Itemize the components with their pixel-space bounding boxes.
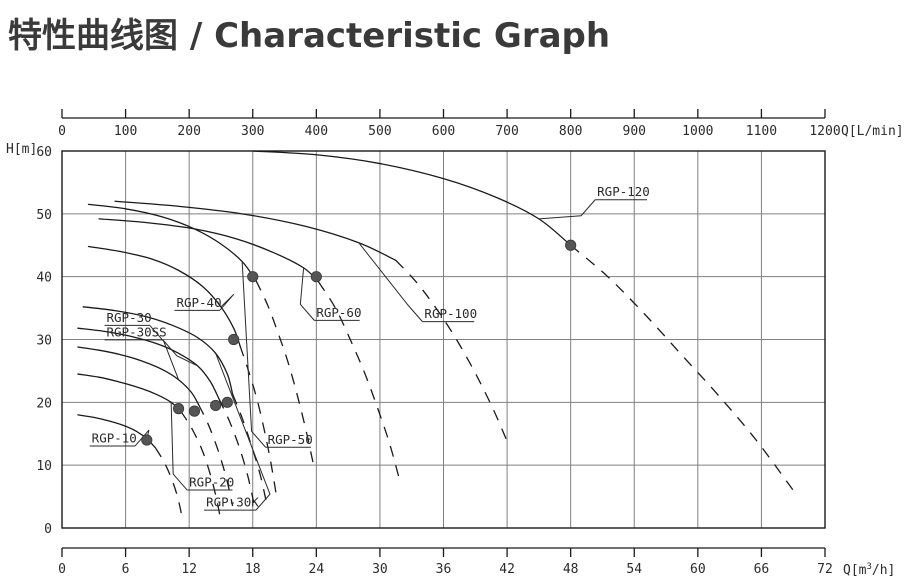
bottom-axis-group: 0 6 12 18 24 30 36 42 48 54 60 66 72 Q[m3/h] [58, 547, 895, 578]
curve-label-rgp-20: RGP-20 [189, 475, 234, 490]
duty-points-group [141, 239, 577, 446]
curve-label-rgp-60: RGP-60 [316, 305, 361, 320]
left-axis-tick-label: 40 [36, 271, 52, 286]
bottom-axis-tick-label: 66 [754, 562, 770, 577]
pump-curve-dashed-rgp-120 [570, 244, 794, 491]
pump-curve-dashed-rgp-100 [395, 259, 510, 447]
top-axis-tick-label: 1200 [809, 124, 840, 139]
pump-curve-dashed-rgp-60 [317, 281, 400, 478]
bottom-axis-tick-label: 18 [245, 562, 261, 577]
curve-leader-line [299, 267, 315, 321]
left-axis-tick-label: 0 [44, 522, 52, 537]
top-axis-tick-label: 0 [58, 124, 66, 139]
top-axis-group: 0 100 200 300 400 500 600 700 800 900 1000 1100 1200… [58, 109, 904, 139]
bottom-axis-tick-label: 60 [690, 562, 706, 577]
top-axis-tick-label: 100 [114, 124, 137, 139]
pump-curve-dashed-rgp-10 [154, 447, 183, 516]
duty-point-rgp-30 [188, 405, 201, 417]
top-axis-tick-label: 500 [368, 124, 391, 139]
bottom-axis-tick-label: 48 [563, 562, 579, 577]
left-axis-tick-label: 20 [36, 396, 52, 411]
duty-point-rgp-20 [172, 403, 185, 415]
left-axis-tick-label: 30 [36, 334, 52, 349]
curve-label-rgp-10: RGP-10 [92, 431, 137, 446]
curve-leader-line [241, 261, 266, 448]
top-axis-tick-label: 300 [241, 124, 264, 139]
top-axis-title: Q[L/min] [841, 124, 904, 139]
pump-curve-dashed-rgp-50 [255, 280, 315, 469]
left-axis-group: 0 10 20 30 40 50 60H[m] [6, 142, 52, 537]
top-axis-tick-label: 1000 [682, 124, 713, 139]
left-axis-tick-label: 60 [36, 145, 52, 160]
curve-label-rgp-40: RGP-40 [176, 295, 221, 310]
bottom-axis-tick-label: 6 [122, 562, 130, 577]
duty-point-rgp-10 [141, 434, 153, 446]
left-axis-tick-label: 10 [36, 459, 52, 474]
bottom-axis-tick-label: 12 [181, 562, 197, 577]
curve-label-rgp-30ss: RGP-30SS [107, 324, 167, 339]
plot-border [61, 150, 826, 529]
pump-curve-rgp-30k [82, 306, 234, 395]
pump-curve-dashed-rgp-30 [198, 404, 234, 507]
curve-leader-line [538, 199, 596, 220]
bottom-axis-tick-label: 30 [372, 562, 388, 577]
pump-curve-rgp-20 [77, 373, 182, 412]
pump-curve-rgp-120 [252, 150, 572, 246]
curve-label-rgp-30k: RGP-30K [206, 495, 259, 510]
plot-frame [61, 150, 826, 529]
pump-curve-rgp-30 [77, 346, 200, 406]
pump-curve-rgp-60 [98, 218, 320, 283]
bottom-axis-tick-label: 72 [817, 562, 833, 577]
bottom-axis-tick-label: 54 [626, 562, 642, 577]
top-axis-tick-label: 200 [177, 124, 200, 139]
curve-leader-line [170, 402, 188, 491]
pump-curve-dashed-rgp-40 [239, 345, 277, 494]
page-title: 特性曲线图 / Characteristic Graph [8, 16, 611, 56]
curve-leader-line [358, 242, 423, 322]
curve-leader-line [215, 353, 271, 511]
bottom-axis-tick-label: 0 [58, 562, 66, 577]
curve-label-rgp-50: RGP-50 [268, 432, 313, 447]
pump-curve-rgp-50 [87, 203, 257, 282]
top-axis-tick-label: 600 [432, 124, 455, 139]
top-axis-tick-label: 700 [495, 124, 518, 139]
duty-point-rgp-30ss [210, 399, 222, 412]
bottom-axis-tick-label: 36 [436, 562, 452, 577]
curve-label-rgp-120: RGP-120 [597, 184, 650, 199]
top-axis-tick-label: 800 [559, 124, 582, 139]
top-axis-tick-label: 1100 [746, 124, 777, 139]
duty-point-rgp-120 [565, 239, 577, 251]
curve-leader-line [219, 293, 235, 311]
grid-group [62, 151, 825, 528]
pump-curve-dashed-rgp-30ss [218, 398, 255, 504]
duty-point-rgp-40 [228, 333, 240, 346]
top-axis-tick-label: 400 [305, 124, 328, 139]
left-axis-tick-label: 50 [36, 208, 52, 223]
top-axis-tick-label: 900 [623, 124, 646, 139]
duty-point-rgp-50 [247, 271, 259, 283]
pump-curve-rgp-40 [87, 245, 241, 347]
curve-label-rgp-30: RGP-30 [107, 310, 152, 325]
bottom-axis-tick-label: 42 [499, 562, 515, 577]
pump-curve-rgp-30ss [77, 327, 220, 400]
duty-point-rgp-30k [221, 396, 233, 408]
curve-label-rgp-100: RGP-100 [424, 306, 477, 321]
curve-leader-line [162, 339, 198, 367]
bottom-axis-tick-label: 24 [309, 562, 325, 577]
pump-curve-rgp-100 [114, 200, 397, 261]
left-axis-title: H[m] [6, 142, 37, 157]
bottom-axis-title: Q[m3/h] [843, 562, 895, 578]
duty-point-rgp-60 [310, 271, 322, 283]
curves-group [77, 150, 794, 522]
